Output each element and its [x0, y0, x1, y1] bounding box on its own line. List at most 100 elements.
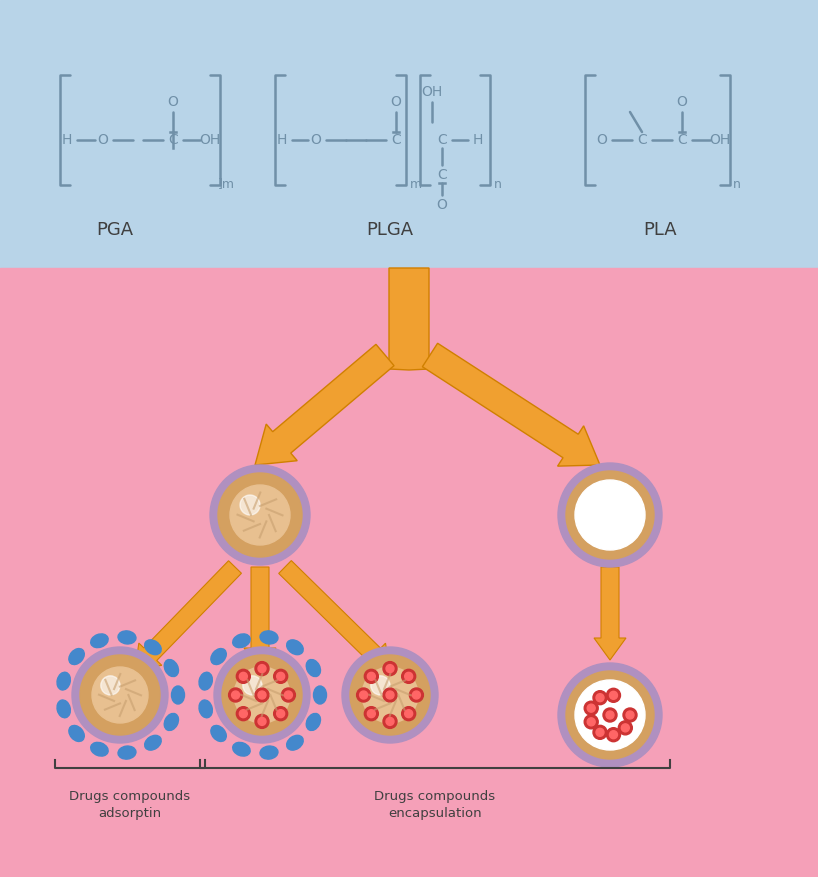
Circle shape: [285, 691, 292, 699]
Circle shape: [609, 731, 618, 738]
Circle shape: [218, 473, 302, 557]
Ellipse shape: [172, 686, 185, 704]
Circle shape: [587, 718, 596, 726]
Circle shape: [383, 715, 397, 729]
Text: C: C: [169, 133, 178, 147]
Circle shape: [575, 480, 645, 550]
Circle shape: [214, 647, 310, 743]
Ellipse shape: [145, 735, 161, 750]
Circle shape: [274, 669, 288, 683]
Ellipse shape: [91, 742, 108, 756]
Ellipse shape: [164, 660, 178, 676]
Circle shape: [236, 669, 250, 683]
Text: OH: OH: [200, 133, 221, 147]
Ellipse shape: [118, 746, 136, 759]
Polygon shape: [135, 560, 241, 670]
Circle shape: [405, 709, 412, 717]
Text: C: C: [637, 133, 647, 147]
Ellipse shape: [199, 673, 213, 690]
Polygon shape: [422, 343, 600, 467]
Circle shape: [367, 709, 375, 717]
Text: O: O: [168, 95, 178, 109]
Bar: [0, 268, 818, 877]
Text: OH: OH: [709, 133, 730, 147]
Circle shape: [72, 647, 168, 743]
Circle shape: [258, 691, 266, 699]
Circle shape: [240, 673, 247, 681]
Text: PLGA: PLGA: [366, 221, 414, 239]
Text: O: O: [390, 95, 402, 109]
Circle shape: [236, 707, 250, 721]
Ellipse shape: [211, 725, 227, 741]
Circle shape: [606, 711, 614, 719]
Text: OH: OH: [421, 85, 443, 99]
Circle shape: [210, 465, 310, 565]
Circle shape: [255, 715, 269, 729]
Circle shape: [230, 485, 290, 545]
Polygon shape: [255, 345, 394, 465]
Circle shape: [243, 676, 262, 695]
Circle shape: [364, 707, 379, 721]
Circle shape: [222, 655, 302, 735]
Polygon shape: [279, 560, 390, 670]
Circle shape: [606, 728, 621, 742]
Circle shape: [255, 688, 269, 702]
Circle shape: [575, 680, 645, 750]
Circle shape: [566, 671, 654, 759]
Ellipse shape: [286, 640, 303, 654]
Text: ]m: ]m: [218, 177, 235, 190]
Circle shape: [584, 701, 598, 715]
Circle shape: [386, 717, 394, 725]
Polygon shape: [244, 567, 276, 670]
Text: C: C: [677, 133, 687, 147]
Text: O: O: [676, 95, 687, 109]
Text: H: H: [62, 133, 72, 147]
Ellipse shape: [57, 673, 70, 690]
Circle shape: [240, 495, 260, 515]
Text: C: C: [391, 133, 401, 147]
Circle shape: [412, 691, 420, 699]
Text: PLA: PLA: [643, 221, 676, 239]
Circle shape: [383, 661, 397, 675]
Circle shape: [558, 663, 662, 767]
Text: H: H: [276, 133, 287, 147]
Circle shape: [402, 669, 416, 683]
Circle shape: [274, 707, 288, 721]
Polygon shape: [389, 268, 429, 370]
Bar: [0, 0, 818, 268]
Ellipse shape: [211, 648, 227, 665]
Circle shape: [342, 647, 438, 743]
Circle shape: [258, 665, 266, 673]
Circle shape: [231, 691, 240, 699]
Circle shape: [364, 669, 379, 683]
Circle shape: [603, 708, 617, 722]
Ellipse shape: [306, 713, 321, 731]
Circle shape: [357, 688, 371, 702]
Circle shape: [101, 676, 120, 695]
Circle shape: [255, 661, 269, 675]
Ellipse shape: [91, 634, 108, 647]
Text: O: O: [437, 198, 447, 212]
Circle shape: [618, 721, 632, 735]
Ellipse shape: [286, 735, 303, 750]
Circle shape: [606, 688, 621, 702]
Text: n: n: [733, 177, 741, 190]
Polygon shape: [594, 567, 626, 660]
Circle shape: [626, 711, 634, 719]
Circle shape: [584, 715, 598, 729]
Circle shape: [367, 673, 375, 681]
Ellipse shape: [313, 686, 326, 704]
Text: O: O: [97, 133, 109, 147]
Text: C: C: [437, 133, 447, 147]
Circle shape: [240, 709, 247, 717]
Circle shape: [386, 691, 394, 699]
Circle shape: [258, 717, 266, 725]
Circle shape: [371, 676, 390, 695]
Circle shape: [566, 471, 654, 559]
Circle shape: [383, 688, 397, 702]
Circle shape: [587, 704, 596, 712]
Text: n: n: [494, 177, 502, 190]
Ellipse shape: [260, 746, 278, 759]
Circle shape: [362, 667, 418, 723]
Ellipse shape: [69, 648, 84, 665]
